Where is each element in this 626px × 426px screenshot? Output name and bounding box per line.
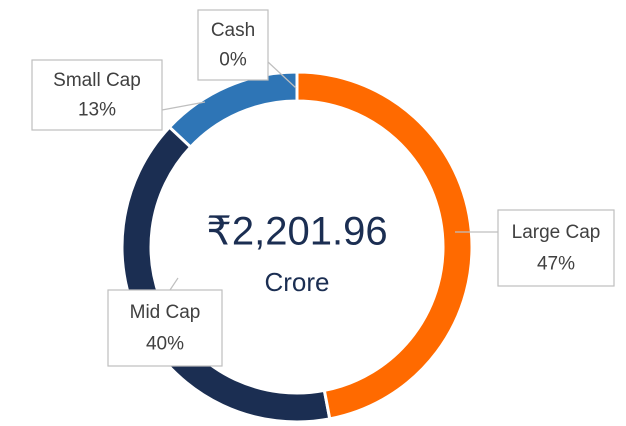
slice-label: Mid Cap <box>130 302 201 323</box>
slice-value: 40% <box>146 334 184 355</box>
slice-value: 47% <box>537 254 575 275</box>
leader-line <box>169 277 179 291</box>
label-box <box>31 59 163 131</box>
leader-line <box>267 61 297 89</box>
label-box <box>497 209 615 287</box>
slice-label: Cash <box>211 20 255 41</box>
donut-slice <box>167 70 299 150</box>
leader-line <box>161 101 206 111</box>
center-unit: Crore <box>264 267 329 297</box>
label-box <box>107 289 223 367</box>
slice-value: 13% <box>78 99 116 120</box>
label-box <box>197 9 269 81</box>
slice-value: 0% <box>219 49 247 70</box>
donut-slice <box>295 70 474 421</box>
slice-label: Large Cap <box>512 222 601 243</box>
slice-label: Small Cap <box>53 70 141 91</box>
center-value: ₹2,201.96 <box>206 210 387 254</box>
